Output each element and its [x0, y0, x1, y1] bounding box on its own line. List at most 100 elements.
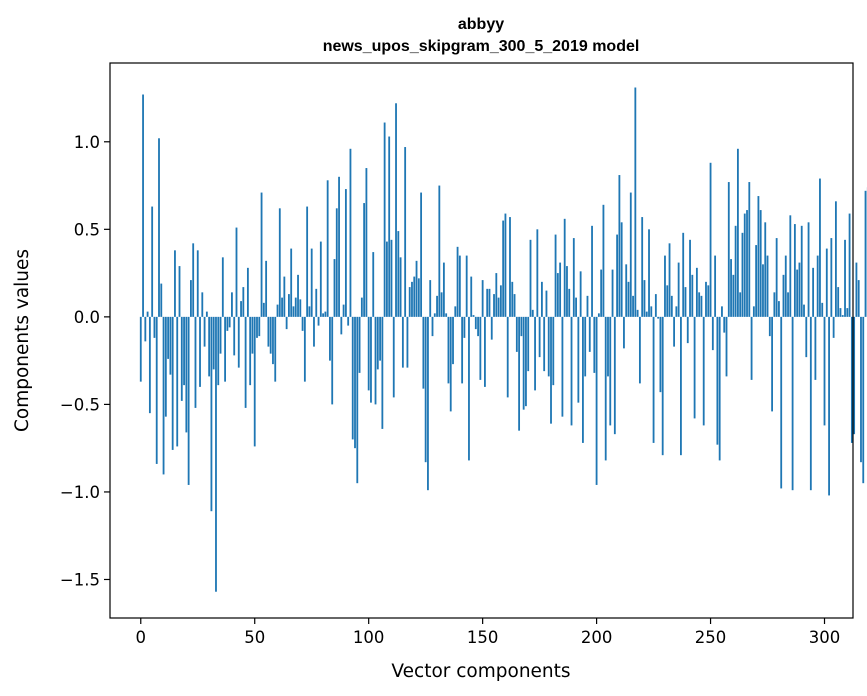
bar	[693, 316, 696, 419]
bar	[862, 316, 865, 484]
bar	[265, 260, 268, 317]
bar	[650, 306, 653, 317]
x-tick-label: 100	[353, 628, 385, 647]
x-tick-label: 0	[136, 628, 147, 647]
bar	[477, 316, 479, 337]
bar	[226, 316, 229, 331]
bar	[490, 316, 493, 340]
bar	[844, 239, 846, 317]
bar	[698, 292, 701, 317]
bar	[221, 257, 224, 317]
bar	[351, 316, 354, 440]
bar	[732, 274, 735, 317]
bar	[506, 316, 509, 398]
bar	[363, 203, 366, 317]
bar	[486, 288, 489, 317]
bar	[272, 316, 274, 365]
bar	[511, 281, 514, 317]
bar	[784, 255, 787, 317]
bar	[310, 248, 313, 317]
bar	[654, 294, 657, 317]
bar	[144, 316, 147, 342]
bar	[775, 238, 778, 317]
y-tick-label: 0.0	[74, 308, 100, 327]
bar	[657, 316, 660, 319]
bar	[317, 316, 320, 326]
bar	[741, 232, 744, 317]
bar	[627, 281, 630, 317]
bar	[285, 316, 288, 330]
bar	[194, 316, 197, 408]
bar	[481, 280, 484, 317]
bar	[301, 316, 304, 331]
bar	[666, 285, 669, 317]
bar	[721, 306, 723, 317]
bar	[561, 316, 564, 417]
bar	[834, 201, 837, 317]
bar	[691, 274, 694, 317]
bar	[212, 316, 215, 370]
x-tick-label: 50	[244, 628, 265, 647]
bar	[805, 316, 808, 358]
bar	[249, 316, 252, 386]
bar	[349, 148, 352, 317]
bar	[233, 316, 236, 356]
bar	[360, 297, 363, 317]
bar	[570, 316, 573, 426]
x-tick-label: 250	[695, 628, 727, 647]
bar	[782, 274, 785, 317]
bar	[670, 295, 673, 317]
bar	[798, 262, 801, 317]
bar	[641, 217, 644, 317]
bar	[436, 295, 438, 317]
bar	[518, 316, 521, 431]
bar	[534, 316, 536, 391]
bar	[773, 292, 776, 317]
y-tick-label: −1.0	[60, 483, 100, 502]
bar	[388, 136, 391, 317]
bar	[602, 204, 605, 317]
bar	[577, 316, 580, 403]
bar	[224, 316, 226, 382]
bar	[522, 316, 525, 410]
bar	[566, 266, 568, 317]
bar	[559, 262, 562, 317]
bar	[162, 316, 165, 475]
bar	[499, 285, 502, 317]
bar	[178, 266, 181, 317]
bar	[203, 316, 206, 347]
bar	[814, 316, 817, 380]
bar	[513, 294, 516, 317]
bar	[563, 218, 566, 317]
bar	[208, 316, 211, 377]
y-axis-ticks: −1.5 −1.0 −0.5 0.0 0.5 1.0	[60, 133, 110, 589]
bar	[372, 252, 375, 317]
bar	[276, 304, 279, 317]
bar	[547, 316, 550, 377]
bar	[832, 316, 835, 338]
bar	[593, 316, 596, 373]
bar	[167, 316, 170, 359]
bar	[458, 255, 461, 317]
bar	[493, 294, 495, 317]
bar	[584, 316, 587, 377]
bar	[424, 316, 427, 463]
bar	[620, 222, 623, 317]
bar	[659, 316, 662, 393]
x-tick-label: 200	[581, 628, 613, 647]
bar	[809, 316, 812, 491]
bar	[604, 316, 607, 461]
bar	[540, 281, 543, 317]
bar	[242, 287, 245, 317]
bar	[374, 316, 377, 405]
bar	[465, 255, 468, 317]
bar	[404, 147, 407, 317]
bar	[484, 316, 486, 387]
bar	[367, 316, 370, 391]
bar	[246, 267, 249, 317]
bar	[736, 148, 739, 317]
bar	[707, 285, 710, 317]
bar	[438, 185, 441, 317]
bar	[281, 297, 283, 317]
bar	[205, 311, 208, 317]
